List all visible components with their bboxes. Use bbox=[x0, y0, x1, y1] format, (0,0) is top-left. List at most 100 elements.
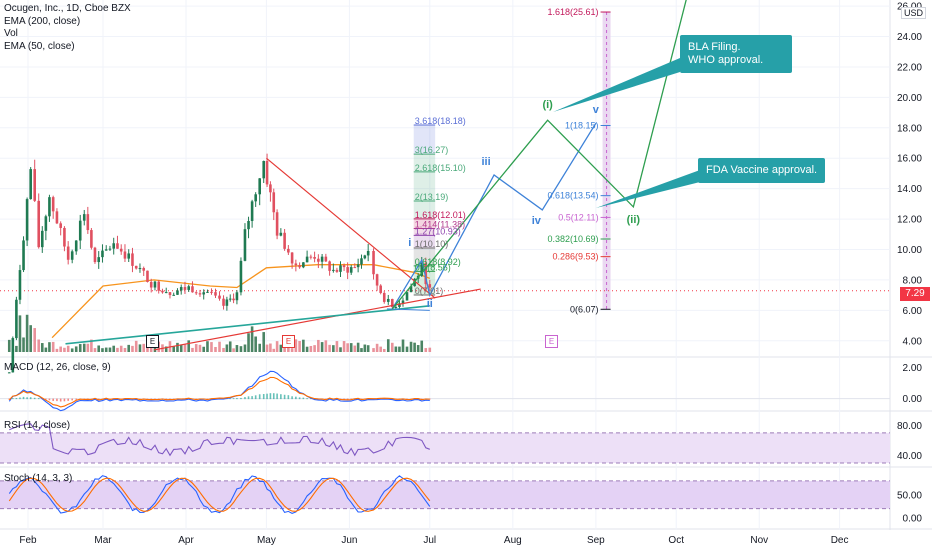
fib-level-label: 1(10.10) bbox=[415, 239, 449, 249]
volume-bar bbox=[206, 341, 209, 352]
fib-right-label: 0.5(12.11) bbox=[558, 212, 598, 222]
volume-bar bbox=[37, 339, 41, 352]
macd-histogram-bar bbox=[165, 398, 168, 400]
macd-histogram-bar bbox=[343, 398, 345, 400]
volume-bar bbox=[191, 347, 194, 352]
ema200-legend[interactable]: EMA (200, close) bbox=[4, 15, 81, 27]
candle-body bbox=[214, 292, 217, 296]
candle-body bbox=[356, 264, 360, 268]
volume-bar bbox=[239, 346, 243, 352]
candle-body bbox=[275, 212, 279, 236]
bla-filing-callout[interactable]: BLA Filing. WHO approval. bbox=[680, 35, 792, 73]
candle-body bbox=[262, 160, 266, 179]
symbol-title[interactable]: Ocugen, Inc., 1D, Cboe BZX bbox=[4, 3, 131, 14]
candle-body bbox=[360, 258, 363, 265]
candle-body bbox=[372, 250, 375, 275]
earnings-marker[interactable]: E bbox=[282, 335, 295, 348]
x-tick-label: Oct bbox=[668, 535, 684, 546]
candle-body bbox=[349, 267, 353, 273]
candle-body bbox=[164, 292, 168, 294]
fib-right-label: 1(18.15) bbox=[565, 121, 599, 131]
candle-body bbox=[187, 286, 191, 290]
fib-zone bbox=[413, 265, 436, 272]
macd-histogram-bar bbox=[287, 395, 290, 400]
volume-bar bbox=[265, 344, 269, 352]
candle-body bbox=[398, 303, 401, 307]
y-tick-label: 24.00 bbox=[897, 32, 922, 43]
macd-histogram-bar bbox=[276, 393, 278, 400]
volume-bar bbox=[55, 348, 59, 352]
volume-bar bbox=[228, 341, 232, 352]
volume-bar bbox=[82, 343, 86, 352]
wave-label: (i) bbox=[542, 99, 553, 111]
volume-bar bbox=[332, 345, 335, 352]
stoch-legend[interactable]: Stoch (14, 3, 3) bbox=[4, 473, 73, 484]
indicator-tick-label: 0.00 bbox=[903, 394, 923, 405]
candle-body bbox=[97, 257, 101, 263]
volume-bar bbox=[390, 342, 394, 352]
candle-body bbox=[142, 268, 146, 271]
volume-bar bbox=[309, 345, 313, 352]
volume-bar bbox=[116, 347, 119, 352]
candle-body bbox=[40, 230, 44, 248]
macd-histogram-bar bbox=[56, 398, 58, 402]
fib-base-line bbox=[386, 308, 430, 311]
macd-histogram-bar bbox=[302, 397, 305, 400]
candle-body bbox=[279, 232, 283, 236]
candle-body bbox=[332, 269, 335, 271]
volume-bar bbox=[353, 345, 357, 352]
volume-bar bbox=[320, 342, 324, 352]
candle-body bbox=[194, 292, 198, 294]
volume-bar bbox=[134, 340, 138, 352]
candle-body bbox=[127, 253, 131, 259]
stoch-band bbox=[0, 480, 890, 509]
macd-legend[interactable]: MACD (12, 26, close, 9) bbox=[4, 362, 111, 373]
candle-body bbox=[342, 265, 346, 268]
candle-body bbox=[225, 299, 229, 306]
candle-body bbox=[254, 194, 257, 202]
fib-level-label: 0.618(8.92) bbox=[415, 257, 461, 267]
candle-body bbox=[379, 285, 382, 293]
volume-bar bbox=[313, 345, 316, 352]
x-tick-label: Mar bbox=[94, 535, 112, 546]
volume-bar bbox=[25, 314, 29, 352]
volume-bar bbox=[247, 333, 250, 352]
fda-approval-callout[interactable]: FDA Vaccine approval. bbox=[698, 158, 826, 183]
fib-right-label: 0.286(9.53) bbox=[553, 252, 599, 262]
fib-level-label: 0(7.01) bbox=[415, 286, 444, 296]
fib-zone bbox=[413, 235, 436, 248]
volume-bar bbox=[262, 332, 266, 352]
earnings-marker[interactable]: E bbox=[146, 335, 159, 348]
volume-bar bbox=[194, 344, 198, 352]
volume-bar bbox=[279, 344, 283, 352]
rsi-legend[interactable]: RSI (14, close) bbox=[4, 420, 71, 431]
candle-body bbox=[198, 293, 202, 295]
ema50-line bbox=[51, 264, 431, 339]
macd-histogram-bar bbox=[22, 396, 25, 400]
candle-body bbox=[183, 287, 187, 290]
candle-body bbox=[339, 265, 342, 272]
volume-bar bbox=[401, 339, 405, 352]
ema50-legend[interactable]: EMA (50, close) bbox=[4, 40, 75, 52]
fib-level-label: 2(13.19) bbox=[415, 192, 449, 202]
candle-body bbox=[302, 262, 305, 268]
y-tick-label: 14.00 bbox=[897, 184, 922, 195]
volume-legend[interactable]: Vol bbox=[4, 28, 18, 39]
volume-bar bbox=[275, 341, 279, 352]
volume-bar bbox=[210, 342, 213, 352]
fib-zone bbox=[413, 218, 436, 229]
x-tick-label: Apr bbox=[178, 535, 194, 546]
candle-body bbox=[55, 211, 59, 224]
volume-bar bbox=[324, 340, 328, 352]
earnings-marker-upcoming[interactable]: E bbox=[545, 335, 558, 348]
wave-label: iii bbox=[481, 156, 490, 168]
volume-bar bbox=[342, 341, 346, 352]
macd-histogram-bar bbox=[258, 394, 261, 400]
candle-body bbox=[93, 247, 97, 263]
volume-bar bbox=[93, 348, 97, 352]
candle-body bbox=[232, 298, 235, 301]
macd-histogram-bar bbox=[52, 398, 54, 401]
currency-label: USD bbox=[900, 7, 926, 19]
volume-bar bbox=[305, 346, 309, 352]
